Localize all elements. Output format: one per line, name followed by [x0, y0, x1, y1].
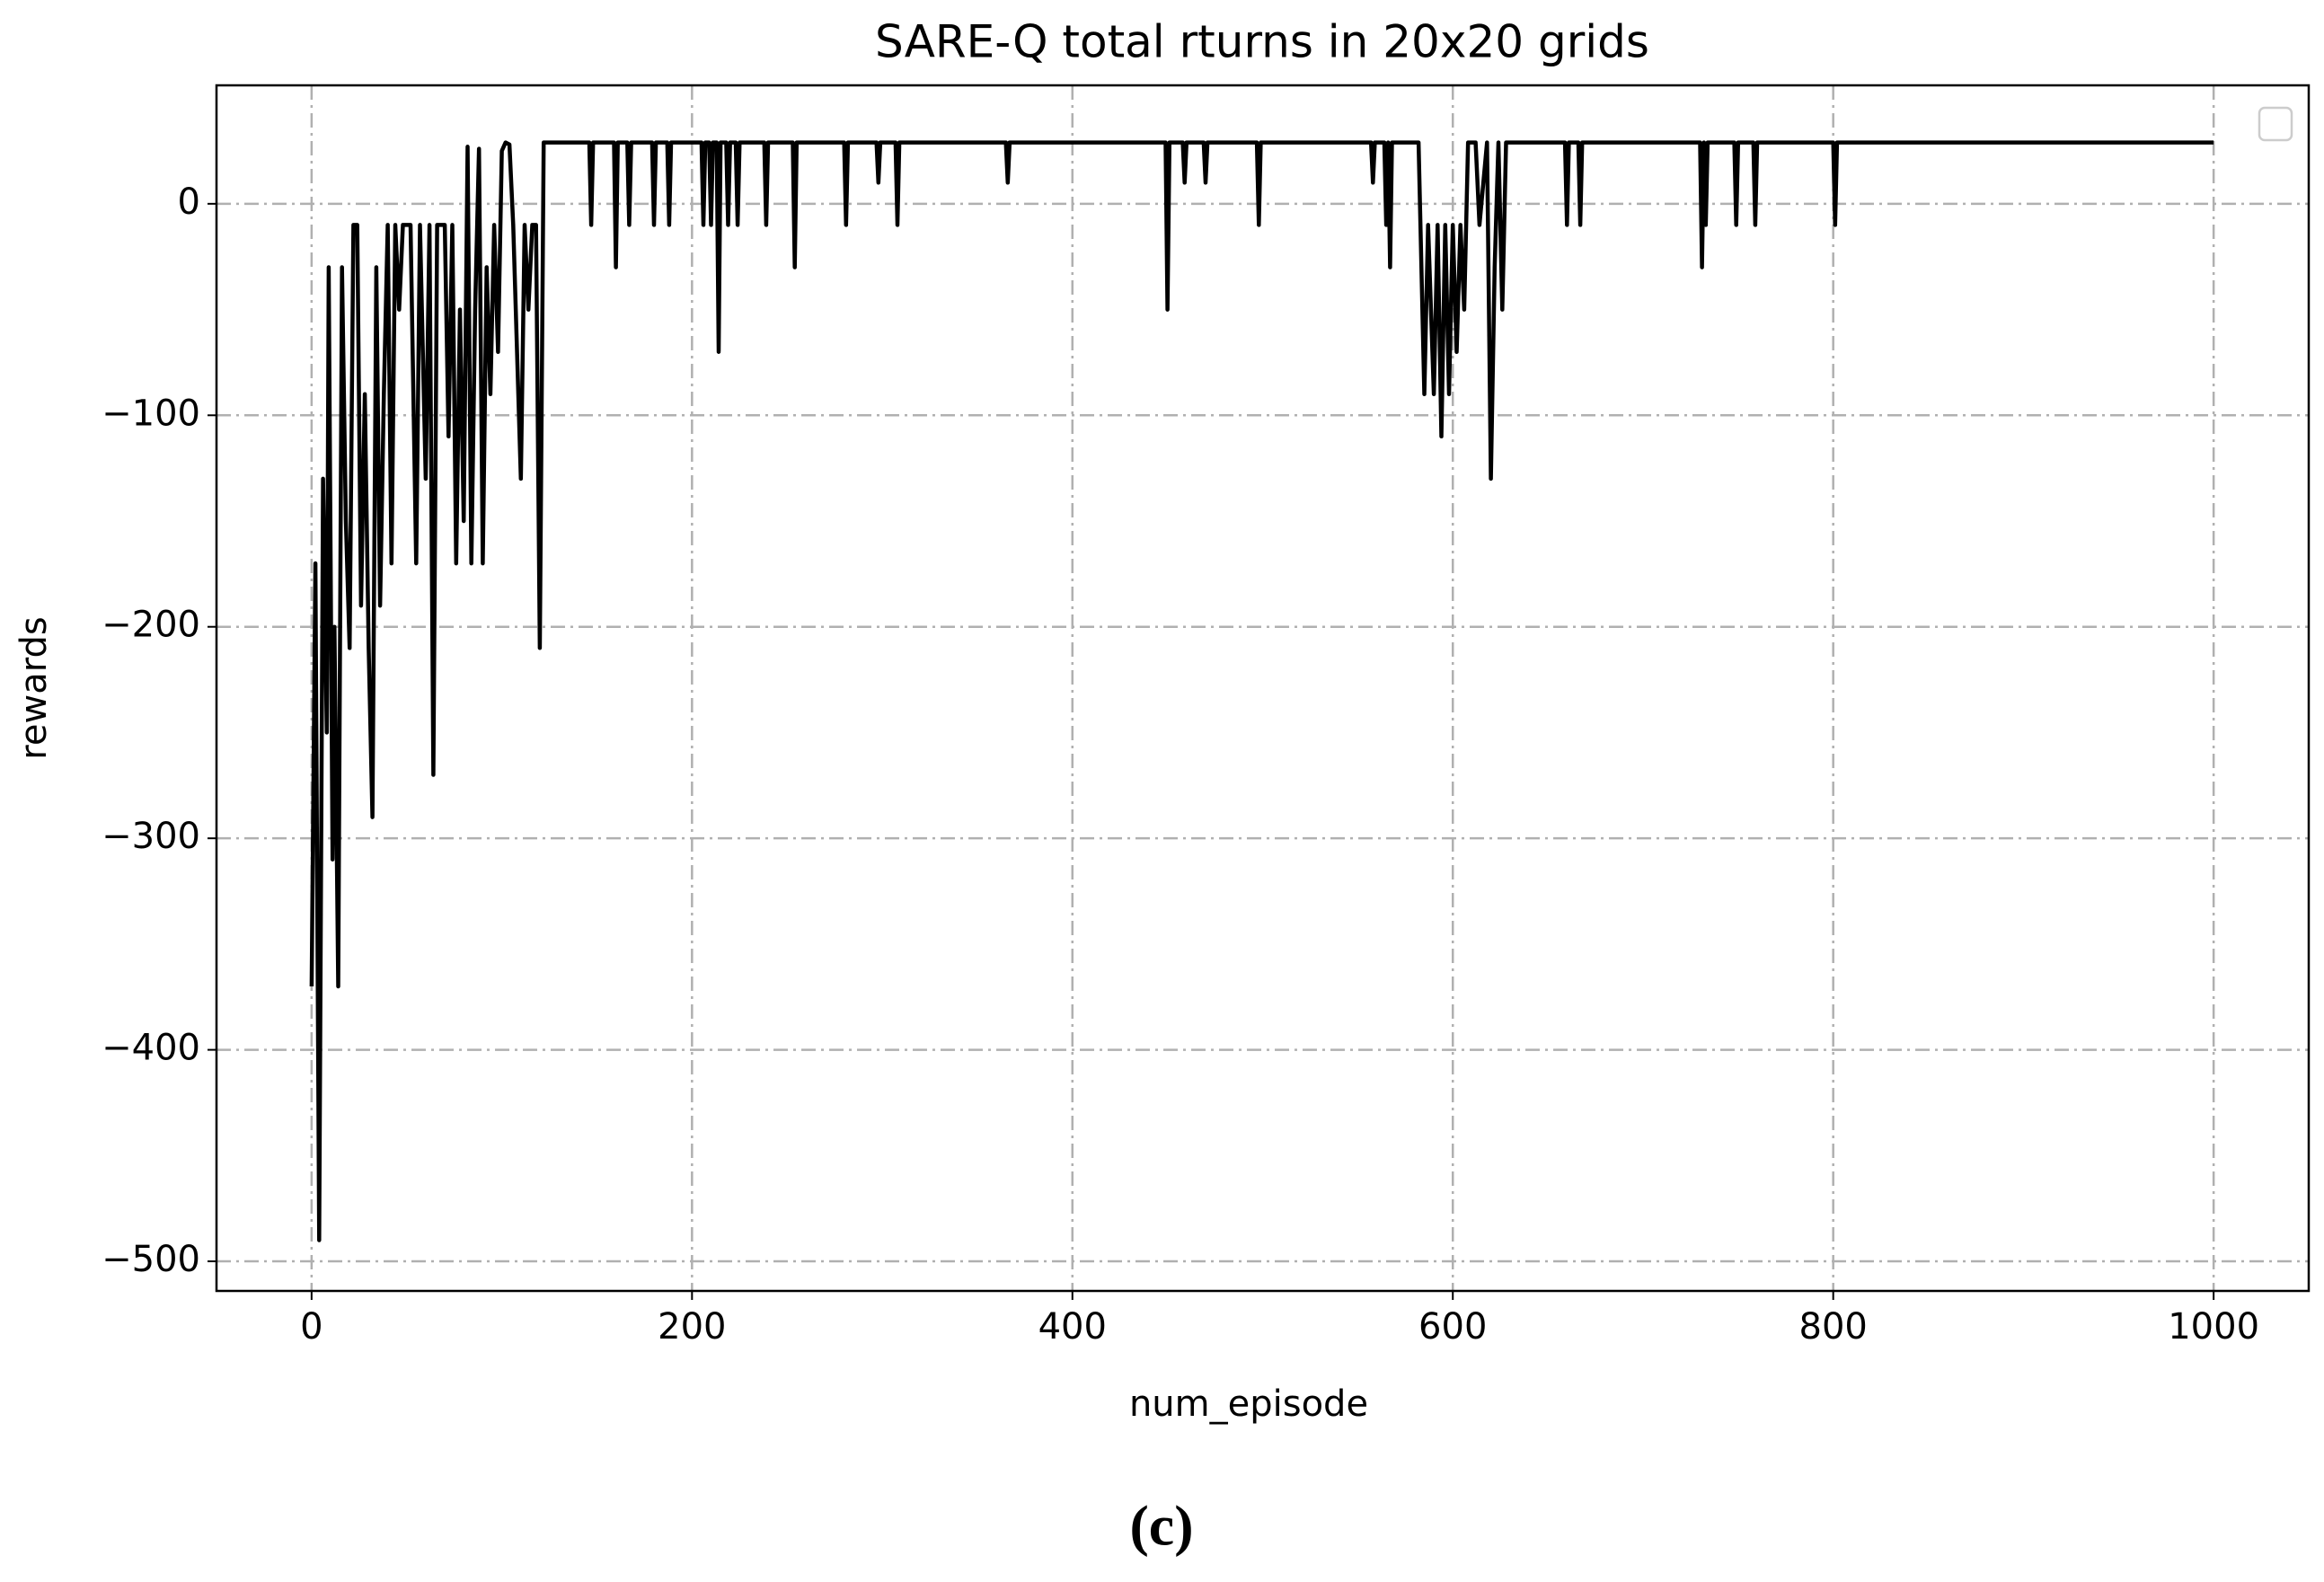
y-tick-label: −500 — [102, 1239, 200, 1280]
y-tick-label: −300 — [102, 816, 200, 857]
y-axis-label: rewards — [13, 616, 55, 759]
x-tick-label: 0 — [300, 1306, 323, 1348]
caption: (c) — [1129, 1494, 1193, 1558]
y-tick-label: −400 — [102, 1028, 200, 1069]
plot-frame — [215, 84, 2311, 1293]
y-tick-label: 0 — [178, 181, 200, 223]
y-tick-label: −100 — [102, 393, 200, 434]
x-tick-label: 1000 — [2168, 1306, 2259, 1348]
x-tick-label: 800 — [1799, 1306, 1868, 1348]
data-line — [309, 140, 2214, 1242]
chart-title: SARE-Q total rturns in 20x20 grids — [875, 16, 1649, 68]
x-tick-label: 600 — [1418, 1306, 1487, 1348]
legend-box — [2258, 106, 2293, 142]
x-tick-label: 200 — [658, 1306, 726, 1348]
x-axis-label: num_episode — [1129, 1383, 1368, 1425]
x-tick-label: 400 — [1038, 1306, 1107, 1348]
y-tick-label: −200 — [102, 605, 200, 646]
